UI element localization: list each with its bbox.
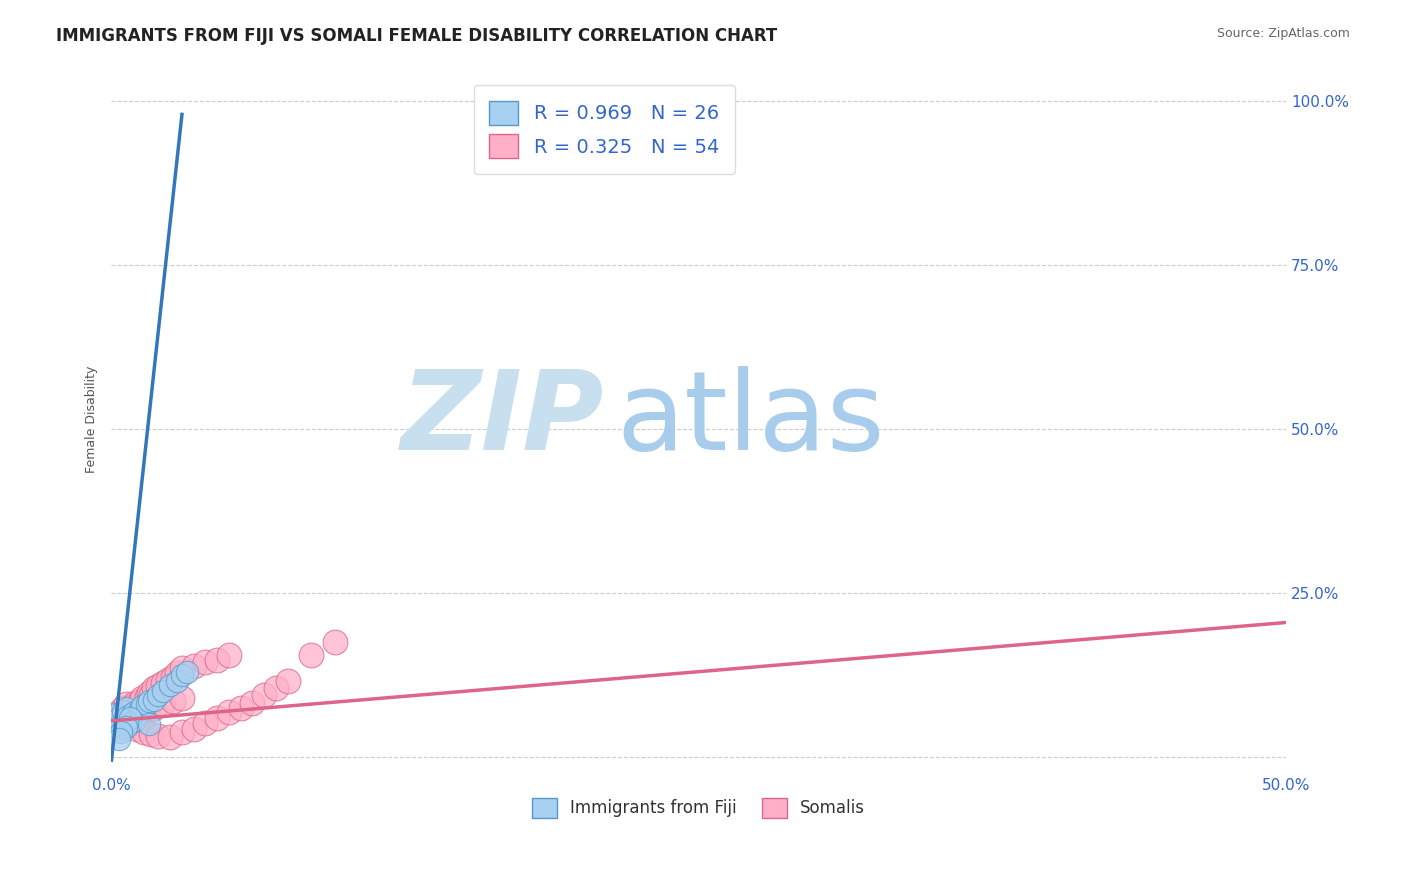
- Point: [112, 700, 135, 714]
- Point: [120, 717, 142, 731]
- Point: [117, 703, 139, 717]
- Point: [135, 704, 157, 718]
- Point: [107, 706, 129, 720]
- Point: [128, 694, 150, 708]
- Point: [218, 648, 240, 663]
- Legend: Immigrants from Fiji, Somalis: Immigrants from Fiji, Somalis: [526, 791, 872, 825]
- Point: [110, 709, 132, 723]
- Point: [112, 720, 135, 734]
- Point: [114, 714, 136, 728]
- Point: [148, 688, 170, 702]
- Point: [205, 653, 228, 667]
- Point: [194, 715, 217, 730]
- Point: [103, 710, 125, 724]
- Point: [120, 710, 142, 724]
- Point: [142, 700, 165, 714]
- Point: [170, 661, 193, 675]
- Text: ZIP: ZIP: [401, 366, 605, 473]
- Point: [105, 707, 128, 722]
- Point: [124, 713, 146, 727]
- Point: [277, 674, 299, 689]
- Point: [148, 679, 170, 693]
- Point: [127, 723, 149, 737]
- Point: [107, 731, 129, 746]
- Point: [103, 714, 125, 728]
- Point: [166, 674, 188, 689]
- Point: [141, 727, 163, 741]
- Point: [253, 688, 276, 702]
- Point: [183, 659, 205, 673]
- Point: [138, 717, 160, 731]
- Point: [134, 725, 156, 739]
- Point: [135, 698, 157, 712]
- Point: [131, 690, 153, 705]
- Point: [152, 684, 174, 698]
- Point: [141, 688, 163, 702]
- Text: IMMIGRANTS FROM FIJI VS SOMALI FEMALE DISABILITY CORRELATION CHART: IMMIGRANTS FROM FIJI VS SOMALI FEMALE DI…: [56, 27, 778, 45]
- Point: [166, 665, 188, 680]
- Text: Source: ZipAtlas.com: Source: ZipAtlas.com: [1216, 27, 1350, 40]
- Point: [142, 681, 165, 695]
- Point: [152, 676, 174, 690]
- Point: [128, 707, 150, 722]
- Point: [323, 635, 346, 649]
- Point: [152, 698, 174, 712]
- Point: [170, 690, 193, 705]
- Point: [162, 670, 184, 684]
- Point: [127, 704, 149, 718]
- Point: [170, 725, 193, 739]
- Point: [110, 725, 132, 739]
- Point: [159, 730, 181, 744]
- Point: [170, 668, 193, 682]
- Point: [156, 673, 179, 687]
- Point: [121, 699, 143, 714]
- Point: [138, 686, 160, 700]
- Point: [142, 693, 165, 707]
- Point: [114, 700, 136, 714]
- Point: [264, 681, 287, 695]
- Point: [114, 698, 136, 712]
- Point: [121, 712, 143, 726]
- Point: [117, 708, 139, 723]
- Point: [121, 706, 143, 720]
- Point: [112, 704, 135, 718]
- Point: [107, 717, 129, 731]
- Point: [159, 678, 181, 692]
- Point: [176, 665, 198, 679]
- Point: [120, 707, 142, 722]
- Point: [194, 655, 217, 669]
- Point: [114, 720, 136, 734]
- Text: atlas: atlas: [616, 366, 884, 473]
- Point: [107, 710, 129, 724]
- Point: [242, 696, 264, 710]
- Point: [183, 723, 205, 737]
- Point: [218, 706, 240, 720]
- Point: [229, 700, 252, 714]
- Point: [135, 690, 157, 704]
- Point: [110, 717, 132, 731]
- Point: [120, 715, 142, 730]
- Point: [162, 694, 184, 708]
- Point: [138, 694, 160, 708]
- Y-axis label: Female Disability: Female Disability: [86, 366, 98, 473]
- Point: [124, 696, 146, 710]
- Point: [131, 699, 153, 714]
- Point: [205, 710, 228, 724]
- Point: [299, 648, 322, 663]
- Point: [128, 702, 150, 716]
- Point: [148, 729, 170, 743]
